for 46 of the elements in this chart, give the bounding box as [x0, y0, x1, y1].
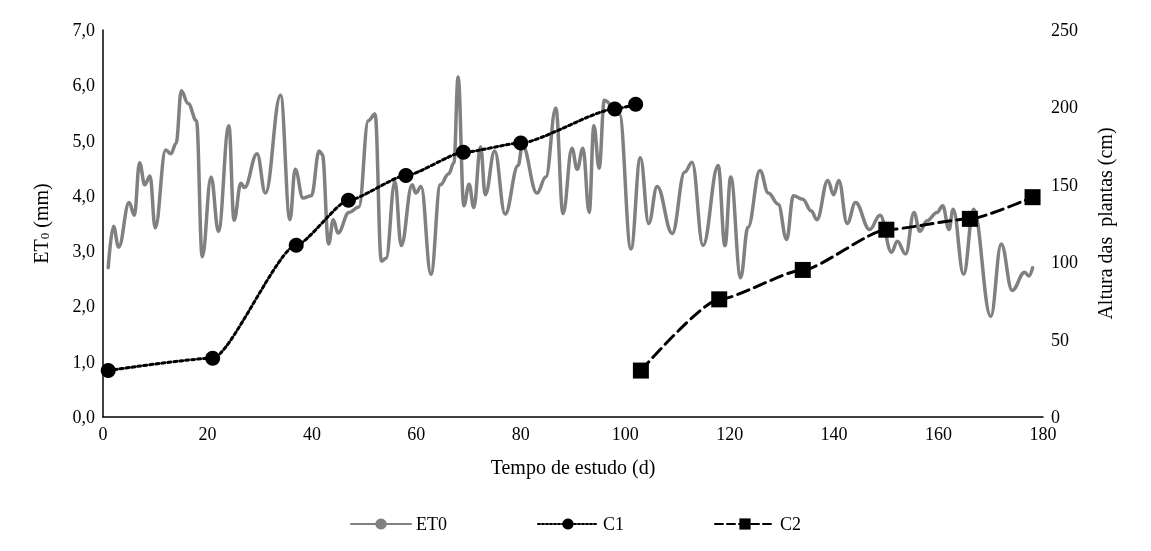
y-tick-label: 5,0 [72, 130, 95, 151]
y2-axis-title: Altura das plantas (cm) [1094, 127, 1117, 320]
x-tick-label: 180 [1029, 424, 1057, 444]
x-axis-title: Tempo de estudo (d) [490, 456, 656, 479]
y2-tick-label: 150 [1051, 174, 1078, 195]
y2-tick-label: 50 [1051, 329, 1069, 350]
legend-label: C1 [602, 514, 624, 534]
point [607, 101, 623, 117]
point [632, 362, 649, 379]
point [1024, 189, 1041, 206]
x-tick-label: 140 [820, 424, 848, 444]
y2-tick-label: 100 [1051, 252, 1078, 273]
point [100, 363, 116, 379]
y-tick-label: 1,0 [72, 351, 95, 372]
point [398, 168, 414, 184]
point [455, 144, 471, 160]
point [961, 210, 978, 227]
y2-tick-label: 200 [1051, 97, 1078, 118]
point [878, 221, 895, 238]
x-tick-label: 80 [511, 424, 530, 444]
x-tick-label: 100 [611, 424, 639, 444]
y-tick-label: 7,0 [72, 20, 95, 40]
legend-label: C2 [780, 514, 802, 534]
line-series [106, 75, 1035, 319]
y-tick-label: 3,0 [72, 241, 95, 262]
x-tick-label: 40 [302, 424, 321, 444]
y-axis-title: ET0 (mm) [29, 183, 53, 264]
y-tick-label: 2,0 [72, 296, 95, 317]
point [513, 135, 529, 151]
x-tick-label: 120 [716, 424, 744, 444]
x-tick-label: 160 [925, 424, 953, 444]
y-tick-label: 0,0 [72, 407, 95, 427]
y2-tick-label: 0 [1051, 407, 1060, 427]
x-tick-label: 20 [198, 424, 217, 444]
x-tick-label: 0 [98, 424, 108, 444]
point [794, 261, 811, 278]
point [288, 237, 304, 253]
point [205, 350, 221, 366]
point [711, 291, 728, 308]
point [628, 96, 644, 112]
x-tick-label: 60 [407, 424, 426, 444]
legend-label: ET0 [416, 514, 447, 534]
y-tick-label: 4,0 [72, 185, 95, 206]
y2-tick-label: 250 [1051, 20, 1078, 40]
point [340, 192, 356, 208]
y-tick-label: 6,0 [72, 75, 95, 96]
